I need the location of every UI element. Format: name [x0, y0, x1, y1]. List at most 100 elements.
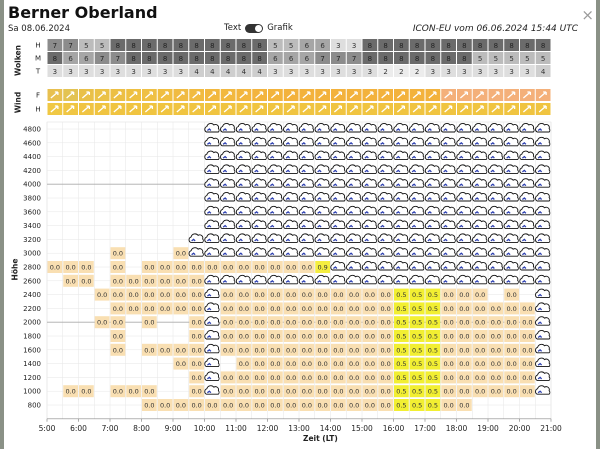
lift-cell [189, 302, 204, 315]
lift-cell [346, 288, 362, 301]
lift-value: 0.0 [475, 346, 485, 354]
clouds-value: 3 [147, 68, 151, 76]
lift-cell [425, 357, 441, 370]
cloud-icon [283, 205, 299, 216]
clouds-cell [409, 52, 425, 64]
lift-value: 0.0 [317, 291, 327, 299]
wind-arrow-icon [176, 105, 185, 113]
lift-cell [220, 261, 236, 273]
close-icon[interactable]: × [581, 6, 594, 24]
cloud-icon [267, 123, 283, 133]
cloud-icon [235, 192, 252, 202]
clouds-cell [94, 65, 110, 77]
lift-cell [457, 371, 472, 384]
cloud-icon [503, 274, 519, 285]
lift-cell [220, 343, 236, 356]
cloud-icon [519, 164, 535, 174]
wind-arrow-icon [412, 105, 421, 113]
cloud-icon [267, 150, 283, 161]
clouds-value: 3 [352, 68, 356, 76]
lift-value: 0.0 [223, 291, 233, 299]
y-tick-label: 1400 [23, 360, 41, 368]
clouds-cell [441, 52, 456, 64]
wind-arrow-icon [255, 91, 264, 99]
lift-cell [520, 357, 535, 370]
lift-cell [142, 385, 157, 398]
lift-value: 0.5 [428, 333, 438, 341]
view-toggle[interactable]: Text Grafik [224, 23, 293, 33]
lift-cell [252, 288, 267, 301]
wind-arrow-icon [396, 91, 406, 99]
wind-row-label-F: F [36, 92, 40, 100]
wind-arrow-icon [50, 91, 59, 99]
clouds-value: 3 [525, 68, 529, 76]
y-tick-label: 1200 [23, 374, 41, 382]
cloud-icon [393, 247, 409, 257]
lift-cell [157, 261, 173, 273]
cloud-icon [487, 219, 504, 230]
clouds-cell [535, 52, 551, 64]
clouds-cell [173, 39, 189, 51]
lift-cell [268, 385, 283, 398]
lift-cell [488, 357, 504, 370]
cloud-icon [330, 274, 346, 285]
lift-cell [441, 371, 456, 384]
cloud-icon [393, 136, 409, 147]
wind-arrow-icon [223, 91, 232, 99]
cloud-icon [204, 192, 220, 202]
clouds-row-label-H: H [35, 42, 40, 50]
y-tick-label: 4600 [23, 139, 41, 147]
lift-value: 0.5 [412, 305, 422, 313]
cloud-icon [487, 150, 504, 161]
wind-arrow-icon [302, 105, 311, 113]
clouds-cell [220, 39, 236, 51]
y-tick-label: 4000 [23, 181, 41, 189]
cloud-icon [409, 233, 425, 243]
cloud-icon [456, 274, 472, 285]
cloud-icon [361, 123, 378, 133]
lift-value: 0.0 [286, 319, 296, 327]
cloud-icon [472, 247, 488, 257]
lift-value: 0.0 [317, 402, 327, 410]
wind-arrow-icon [192, 91, 201, 99]
lift-value: 0.0 [254, 360, 264, 368]
lift-value: 0.0 [128, 305, 138, 313]
lift-cell [299, 343, 315, 356]
x-tick-label: 6:00 [70, 424, 87, 433]
cloud-icon [535, 343, 551, 354]
lift-value: 0.0 [239, 388, 249, 396]
lift-cell [409, 330, 425, 342]
lift-cell [189, 261, 204, 273]
lift-cell [236, 371, 252, 384]
lift-cell [110, 302, 126, 315]
toggle-switch-icon[interactable] [245, 23, 264, 33]
clouds-value: 5 [494, 55, 498, 63]
wind-arrow-icon [207, 105, 217, 113]
lift-value: 0.0 [365, 319, 375, 327]
lift-value: 0.0 [459, 402, 469, 410]
lift-value: 0.0 [522, 319, 532, 327]
clouds-value: 3 [131, 68, 135, 76]
lift-value: 0.0 [270, 346, 280, 354]
wind-arrow-icon [538, 105, 547, 113]
clouds-cell [315, 65, 330, 77]
cloud-icon [235, 136, 252, 147]
wind-arrow-icon [349, 91, 358, 99]
lift-value: 0.0 [191, 402, 201, 410]
lift-value: 0.0 [176, 250, 186, 258]
cloud-icon [377, 205, 393, 216]
cloud-icon [424, 205, 441, 216]
lift-value: 0.0 [380, 388, 390, 396]
cloud-icon [330, 261, 346, 271]
cloud-icon [346, 261, 362, 271]
clouds-value: 3 [305, 68, 309, 76]
cloud-icon [456, 192, 472, 202]
cloud-icon [472, 136, 488, 147]
lift-value: 0.0 [333, 291, 343, 299]
lift-cell [504, 302, 519, 315]
cloud-icon [267, 178, 283, 188]
lift-cell [157, 399, 173, 411]
clouds-value: 3 [462, 68, 466, 76]
cloud-icon [409, 205, 425, 216]
clouds-value: 6 [305, 42, 310, 50]
